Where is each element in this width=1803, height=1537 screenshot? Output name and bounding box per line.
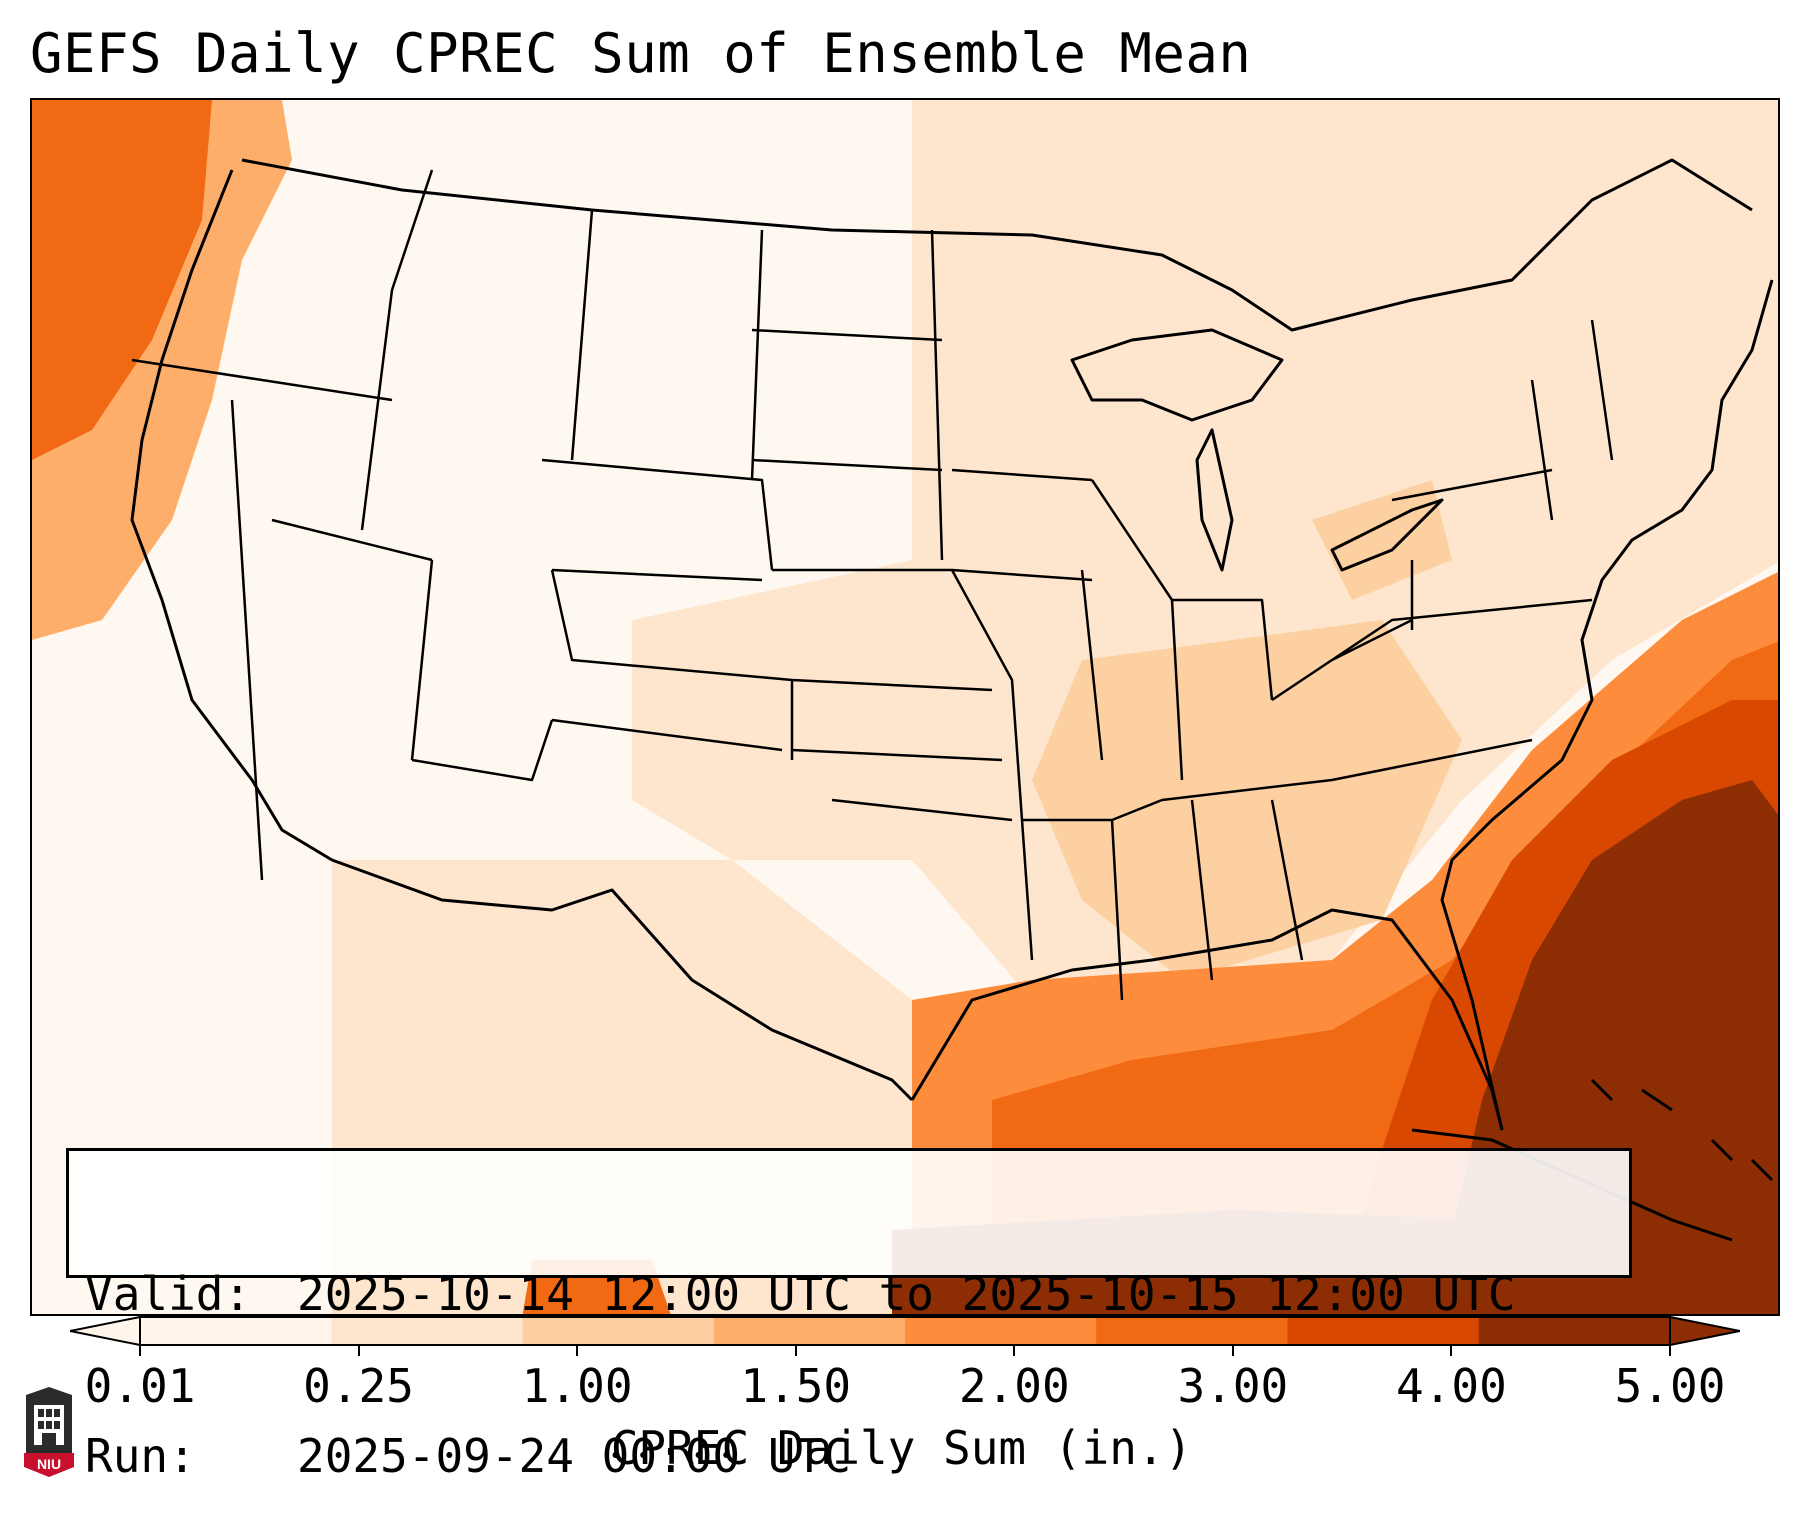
state-lines <box>131 169 1614 1001</box>
lake-erie <box>1330 498 1444 572</box>
colorbar-tick-mark <box>357 1346 360 1356</box>
colorbar-segment <box>140 1317 332 1345</box>
colorbar-tick-label: 4.00 <box>1396 1359 1507 1413</box>
valid-row: Valid: 2025-10-14 12:00 UTC to 2025-10-15… <box>85 1267 1613 1321</box>
colorbar-tick-mark <box>1013 1346 1016 1356</box>
colorbar-tick-mark <box>576 1346 579 1356</box>
map-title: GEFS Daily CPREC Sum of Ensemble Mean <box>30 22 1252 85</box>
colorbar-segment <box>1478 1317 1671 1345</box>
colorbar-tick-label: 3.00 <box>1177 1359 1289 1413</box>
colorbar-extend-high <box>1669 1316 1740 1346</box>
colorbar-tick-label: 1.00 <box>521 1359 633 1413</box>
precipitation-map <box>30 98 1780 1316</box>
great-lakes <box>1070 328 1284 422</box>
colorbar-extend-low <box>70 1316 141 1346</box>
colorbar-tick-mark <box>139 1346 141 1356</box>
colorbar-tick-mark <box>1450 1346 1453 1356</box>
colorbar-segment <box>713 1317 906 1345</box>
colorbar-label: CPREC Daily Sum (in.) <box>610 1421 1193 1475</box>
bahamas <box>1590 1078 1774 1182</box>
boundary-lines <box>130 158 1774 1131</box>
run-label: Run: <box>85 1429 196 1483</box>
west-coast <box>130 169 333 862</box>
colorbar <box>70 1316 1740 1346</box>
mexico-border <box>331 858 914 1102</box>
colorbar-segment <box>1096 1317 1288 1345</box>
colorbar-segment <box>1287 1317 1480 1345</box>
colorbar-tick-label: 5.00 <box>1614 1359 1726 1413</box>
run-row: Run: 2025-09-24 00:00 UTC <box>85 1429 1613 1483</box>
precip-pacific-nw-core <box>32 100 212 460</box>
colorbar-segment <box>331 1317 523 1345</box>
info-box: Valid: 2025-10-14 12:00 UTC to 2025-10-15… <box>66 1148 1632 1483</box>
colorbar-tick-label: 2.00 <box>958 1359 1070 1413</box>
precip-medium-lakes <box>1312 480 1452 600</box>
gulf-coast <box>910 908 1504 1131</box>
colorbar-tick-mark <box>1669 1346 1671 1356</box>
run-value: 2025-09-24 00:00 UTC <box>297 1429 851 1483</box>
lake-michigan <box>1195 428 1234 572</box>
colorbar-segment <box>522 1317 715 1345</box>
map-canvas <box>32 100 1778 1314</box>
valid-value: 2025-10-14 12:00 UTC to 2025-10-15 12:00… <box>297 1267 1516 1321</box>
atlantic-coast <box>1440 279 1774 1131</box>
colorbar-border <box>139 1316 1671 1346</box>
colorbar-tick-mark <box>1231 1346 1234 1356</box>
precip-medium-southeast <box>1032 620 1462 980</box>
colorbar-tick-label: 1.50 <box>740 1359 852 1413</box>
colorbar-tick-label: 0.01 <box>84 1359 196 1413</box>
colorbar-segment <box>905 1317 1097 1345</box>
logo-text: NIU <box>37 1456 61 1472</box>
precip-light-east <box>632 100 1778 1000</box>
niu-logo: NIU <box>24 1387 74 1477</box>
colorbar-tick-mark <box>794 1346 797 1356</box>
colorbar-tick-label: 0.25 <box>303 1359 414 1413</box>
valid-label: Valid: <box>85 1267 252 1321</box>
